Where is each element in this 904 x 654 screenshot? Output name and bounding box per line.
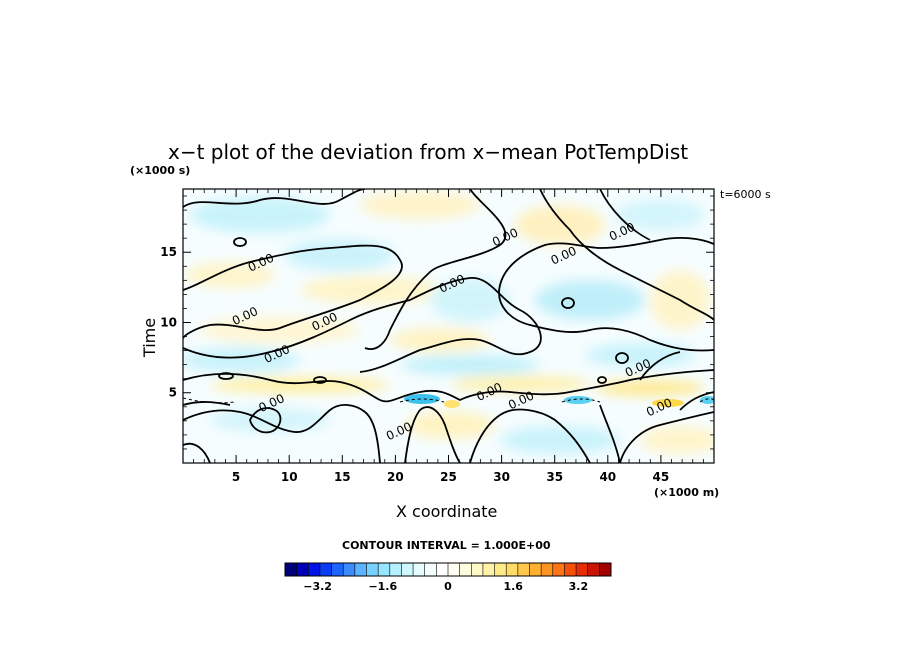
warm-anomaly xyxy=(652,399,684,407)
colorbar-swatch xyxy=(296,563,309,576)
y-units-label: (×1000 s) xyxy=(130,164,191,177)
colorbar-swatch xyxy=(552,563,565,576)
negative-contours xyxy=(183,397,714,404)
contour-interval-label: CONTOUR INTERVAL = 1.000E+00 xyxy=(342,539,551,552)
y-tick-label: 15 xyxy=(160,245,177,259)
y-tick-label: 5 xyxy=(169,386,177,400)
colorbar-swatch xyxy=(599,563,612,576)
colorbar-tick-label: 1.6 xyxy=(503,580,523,593)
x-tick-label: 35 xyxy=(546,470,563,484)
x-units-label: (×1000 m) xyxy=(654,486,720,499)
colorbar-swatch xyxy=(401,563,414,576)
time-annotation: t=6000 s xyxy=(720,188,771,201)
colorbar-swatch xyxy=(424,563,437,576)
colorbar-swatch xyxy=(529,563,542,576)
colorbar-swatch xyxy=(541,563,554,576)
colorbar-swatch xyxy=(494,563,507,576)
colorbar-swatch xyxy=(471,563,484,576)
cold-anomaly xyxy=(700,396,714,404)
colorbar-swatch xyxy=(576,563,589,576)
y-tick-label: 10 xyxy=(160,315,177,329)
colorbar-swatch xyxy=(506,563,519,576)
colorbar-tick-label: −3.2 xyxy=(303,580,332,593)
colorbar-swatch xyxy=(354,563,367,576)
y-axis-ticks: 5 10 15 xyxy=(160,195,714,450)
warm-anomaly xyxy=(444,400,460,408)
colorbar-tick-label: −1.6 xyxy=(368,580,397,593)
colorbar-swatch xyxy=(436,563,449,576)
colorbar: −3.2 −1.6 0 1.6 3.2 xyxy=(284,562,612,593)
colorbar-swatch xyxy=(482,563,495,576)
colorbar-swatch xyxy=(459,563,472,576)
x-axis-ticks: 5 10 15 20 25 30 35 40 45 xyxy=(193,189,704,484)
colorbar-swatch xyxy=(319,563,332,576)
x-axis-label: X coordinate xyxy=(396,502,498,521)
x-tick-label: 45 xyxy=(653,470,670,484)
x-tick-label: 40 xyxy=(599,470,616,484)
colorbar-swatch xyxy=(366,563,379,576)
heatmap-field xyxy=(183,189,714,463)
cold-anomaly xyxy=(404,394,440,404)
contour-lines xyxy=(183,189,714,463)
colorbar-swatch xyxy=(587,563,600,576)
x-tick-label: 5 xyxy=(232,470,240,484)
colorbar-frame xyxy=(284,562,612,577)
x-tick-label: 15 xyxy=(334,470,351,484)
chart-title: x−t plot of the deviation from x−mean Po… xyxy=(168,140,689,164)
colorbar-swatch xyxy=(448,563,460,576)
x-tick-label: 25 xyxy=(440,470,457,484)
colorbar-swatch xyxy=(517,563,530,576)
colorbar-swatch xyxy=(389,563,402,576)
colorbar-swatch xyxy=(413,563,426,576)
colorbar-swatch xyxy=(564,563,577,576)
colorbar-tick-label: 3.2 xyxy=(569,580,589,593)
colorbar-tick-label: 0 xyxy=(444,580,452,593)
colorbar-swatch xyxy=(285,563,297,576)
colorbar-swatch xyxy=(308,563,321,576)
x-tick-label: 10 xyxy=(281,470,298,484)
colorbar-swatch xyxy=(378,563,391,576)
colorbar-swatch xyxy=(343,563,356,576)
cold-anomaly xyxy=(564,396,592,404)
x-tick-label: 20 xyxy=(387,470,404,484)
x-tick-label: 30 xyxy=(493,470,510,484)
colorbar-swatch xyxy=(331,563,344,576)
